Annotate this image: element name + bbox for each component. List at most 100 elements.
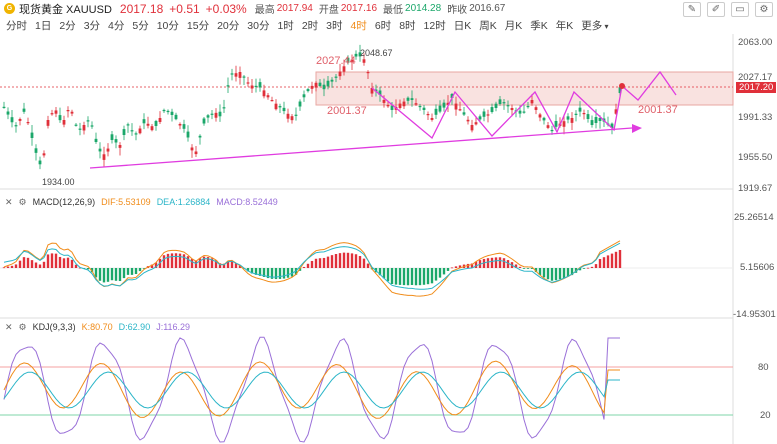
macd-dea: DEA:1.26884 [156, 197, 211, 207]
period-item[interactable]: 年K [555, 20, 574, 32]
close-icon[interactable]: ✕ [5, 321, 13, 332]
kdj-name: KDJ(9,3,3) [32, 322, 76, 332]
macd-histogram-bar [546, 268, 550, 280]
macd-histogram-bar [126, 268, 130, 275]
period-item[interactable]: 12时 [423, 20, 446, 32]
period-item[interactable]: 6时 [374, 20, 392, 32]
candle-body [74, 124, 78, 126]
macd-histogram-bar [66, 257, 70, 268]
macd-histogram-bar [498, 257, 502, 268]
candle-body [90, 125, 94, 127]
period-item[interactable]: 3时 [326, 20, 343, 32]
macd-histogram-bar [366, 263, 370, 268]
macd-histogram-bar [550, 268, 554, 281]
period-item[interactable]: 1日 [35, 20, 52, 32]
candle-body [66, 110, 70, 112]
gear-icon[interactable]: ⚙ [18, 196, 27, 207]
period-item[interactable]: 5分 [132, 20, 149, 32]
kdj-y-tick: 80 [758, 362, 769, 373]
period-item[interactable]: 季K [530, 20, 548, 32]
macd-histogram-bar [506, 260, 510, 268]
y-tick-label: 2027.17 [738, 72, 773, 83]
macd-histogram-bar [218, 263, 222, 268]
candle-body [354, 53, 358, 57]
macd-histogram-bar [234, 263, 238, 268]
period-item[interactable]: 月K [504, 20, 523, 32]
period-item[interactable]: 10分 [156, 20, 179, 32]
macd-histogram-bar [406, 268, 410, 286]
candle-body [398, 103, 402, 108]
candle-body [366, 72, 370, 74]
macd-histogram-bar [278, 268, 282, 279]
period-item[interactable]: 2分 [59, 20, 76, 32]
period-item[interactable]: 周K [479, 20, 497, 32]
period-item[interactable]: 分时 [6, 20, 27, 32]
macd-histogram-bar [378, 268, 382, 276]
period-item[interactable]: 20分 [217, 20, 240, 32]
layout-icon[interactable]: ▭ [731, 2, 749, 17]
period-item[interactable]: 3分 [83, 20, 101, 32]
candle-body [526, 105, 530, 108]
macd-histogram-bar [274, 268, 278, 280]
macd-value: MACD:8.52449 [216, 197, 278, 207]
gear-icon[interactable]: ⚙ [18, 321, 27, 332]
symbol-name[interactable]: 现货黄金 XAUUSD [19, 3, 112, 16]
period-item[interactable]: 4时 [350, 20, 367, 32]
macd-histogram-bar [586, 267, 590, 269]
macd-histogram-bar [90, 268, 94, 273]
period-item[interactable]: 2时 [301, 20, 319, 32]
candle-body [234, 73, 238, 77]
macd-histogram-bar [590, 266, 594, 268]
macd-histogram-bar [562, 268, 566, 279]
period-item[interactable]: 30分 [247, 20, 270, 32]
candle-body [426, 114, 430, 116]
period-item[interactable]: 1时 [277, 20, 294, 32]
candle-body [218, 111, 222, 117]
candle-body [62, 120, 66, 125]
candle-body [250, 85, 254, 89]
macd-histogram-bar [26, 257, 30, 268]
candle-body [498, 99, 502, 104]
candle-body [554, 121, 558, 127]
macd-histogram-bar [58, 256, 62, 268]
macd-histogram-bar [254, 268, 258, 275]
kdj-k: K:80.70 [81, 322, 113, 332]
macd-histogram-bar [86, 268, 90, 270]
macd-histogram-bar [182, 254, 186, 268]
macd-histogram-bar [14, 264, 18, 268]
macd-histogram-bar [178, 253, 182, 268]
trend-arrow-head [632, 124, 642, 133]
candle-body [282, 107, 286, 112]
macd-histogram-bar [118, 268, 122, 282]
period-item[interactable]: 日K [453, 20, 472, 32]
candle-body [522, 111, 526, 113]
candle-body [110, 134, 114, 140]
period-item[interactable]: 更多 [581, 18, 608, 33]
macd-histogram-bar [322, 257, 326, 268]
macd-histogram-bar [30, 260, 34, 268]
candle-body [350, 59, 354, 63]
edit-icon[interactable]: ✐ [707, 2, 725, 17]
period-item[interactable]: 15分 [186, 20, 210, 32]
macd-histogram-bar [414, 268, 418, 286]
macd-histogram-bar [162, 255, 166, 268]
macd-histogram-bar [50, 253, 54, 268]
settings-icon[interactable]: ⚙ [755, 2, 773, 17]
candle-body [126, 124, 130, 126]
period-item[interactable]: 4分 [108, 20, 125, 32]
macd-histogram-bar [362, 258, 366, 268]
candle-body [334, 76, 338, 78]
zone-top-annotation: 2027.44 [316, 55, 356, 67]
current-price-tag: 2017.20 [736, 82, 777, 93]
candle-body [6, 111, 10, 115]
macd-histogram-bar [202, 256, 206, 268]
close-icon[interactable]: ✕ [5, 196, 13, 207]
macd-histogram-bar [38, 264, 42, 268]
period-item[interactable]: 8时 [399, 20, 416, 32]
draw-pen-icon[interactable]: ✎ [683, 2, 701, 17]
price-change: +0.51 [169, 1, 200, 16]
swing-low-annotation: 1934.00 [42, 177, 75, 187]
macd-histogram-bar [502, 258, 506, 268]
candle-body [346, 57, 350, 63]
